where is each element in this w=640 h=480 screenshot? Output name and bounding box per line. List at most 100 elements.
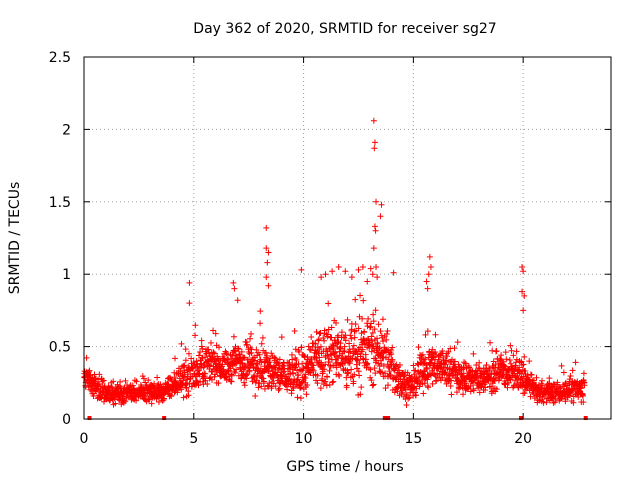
data-point (96, 380, 103, 387)
data-point (352, 321, 359, 328)
data-point (257, 308, 264, 315)
data-point (205, 346, 212, 353)
data-point (424, 328, 431, 335)
data-point (520, 361, 527, 368)
data-point (188, 383, 195, 390)
data-point (357, 292, 364, 299)
data-point (344, 316, 351, 323)
data-point (321, 327, 328, 334)
data-point (312, 340, 319, 347)
data-point (143, 393, 150, 400)
data-point (83, 354, 90, 361)
data-point (264, 352, 271, 359)
data-point (372, 307, 379, 314)
data-point (110, 378, 117, 385)
data-point (295, 372, 302, 379)
data-point (530, 377, 537, 384)
data-point (539, 382, 546, 389)
data-point (232, 369, 239, 376)
data-point (405, 382, 412, 389)
data-point (528, 371, 535, 378)
data-gap-marker (583, 416, 588, 420)
data-point (265, 249, 272, 256)
data-point (199, 345, 206, 352)
data-point (303, 391, 310, 398)
data-point (371, 223, 378, 230)
data-point (216, 344, 223, 351)
data-point (420, 390, 427, 397)
x-tick-label: 15 (404, 431, 422, 447)
data-point (212, 371, 219, 378)
data-point (346, 360, 353, 367)
data-point (174, 389, 181, 396)
data-point (364, 360, 371, 367)
data-point (386, 351, 393, 358)
data-point (406, 394, 413, 401)
data-point (427, 263, 434, 270)
data-point (122, 398, 129, 405)
data-point (359, 355, 366, 362)
data-point (371, 145, 378, 152)
data-point (338, 329, 345, 336)
data-gap-marker (386, 416, 391, 420)
x-tick-label: 10 (295, 431, 313, 447)
data-point (470, 350, 477, 357)
data-point (297, 395, 304, 402)
data-point (317, 343, 324, 350)
data-point (359, 263, 366, 270)
data-point (329, 268, 336, 275)
data-point (263, 245, 270, 252)
data-point (313, 377, 320, 384)
data-point (309, 366, 316, 373)
x-tick-label: 20 (514, 431, 532, 447)
data-point (412, 367, 419, 374)
data-point (521, 292, 528, 299)
data-point (442, 369, 449, 376)
data-point (257, 356, 264, 363)
data-point (314, 372, 321, 379)
data-point (178, 386, 185, 393)
data-point (180, 362, 187, 369)
data-point (296, 348, 303, 355)
data-point (291, 328, 298, 335)
data-point (184, 374, 191, 381)
data-point (177, 368, 184, 375)
data-point (504, 384, 511, 391)
data-point (194, 379, 201, 386)
data-point (364, 335, 371, 342)
data-point (346, 340, 353, 347)
data-point (512, 359, 519, 366)
data-point (248, 330, 255, 337)
data-point (182, 381, 189, 388)
data-point (289, 383, 296, 390)
data-point (519, 263, 526, 270)
data-point (360, 297, 367, 304)
x-axis-label: GPS time / hours (286, 459, 403, 475)
data-point (145, 377, 152, 384)
chart-title: Day 362 of 2020, SRMTID for receiver sg2… (193, 21, 496, 37)
data-point (419, 381, 426, 388)
data-point (375, 321, 382, 328)
data-point (373, 198, 380, 205)
data-point (193, 377, 200, 384)
data-point (358, 330, 365, 337)
data-point (278, 372, 285, 379)
data-point (370, 343, 377, 350)
data-point (235, 346, 242, 353)
data-point (426, 253, 433, 260)
data-point (403, 402, 410, 409)
data-point (230, 279, 237, 286)
y-tick-label: 2.5 (49, 50, 71, 66)
data-point (378, 201, 385, 208)
data-point (244, 341, 251, 348)
data-point (223, 350, 230, 357)
data-point (371, 326, 378, 333)
data-point (319, 375, 326, 382)
data-point (419, 373, 426, 380)
data-point (343, 382, 350, 389)
data-point (367, 366, 374, 373)
data-point (112, 400, 119, 407)
data-point (383, 330, 390, 337)
data-point (293, 367, 300, 374)
data-point (333, 320, 340, 327)
